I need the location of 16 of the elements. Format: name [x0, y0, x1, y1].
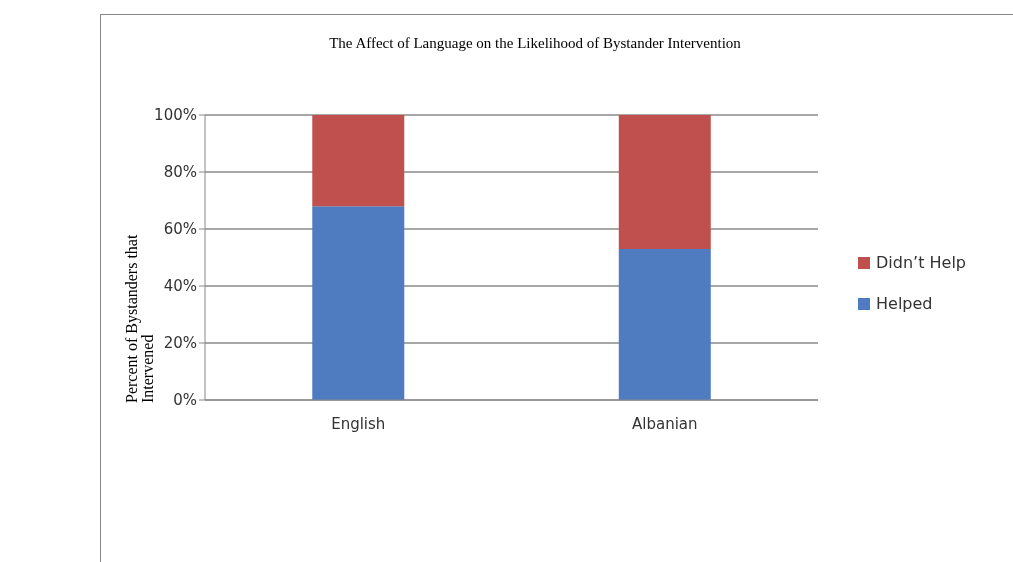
y-tick-label: 40% — [163, 277, 197, 296]
bar — [312, 206, 405, 400]
y-tick-label: 0% — [173, 391, 197, 410]
y-tick-label: 20% — [163, 334, 197, 353]
y-axis-title: Percent of Bystanders that Intervened — [123, 234, 157, 403]
bar — [618, 115, 711, 249]
bar — [312, 115, 405, 207]
legend-label: Helped — [876, 294, 933, 313]
chart-title: The Affect of Language on the Likelihood of Bystander Intervention — [329, 35, 742, 51]
bar — [618, 248, 711, 400]
x-tick-label: Albanian — [631, 414, 698, 433]
legend-label: Didn’t Help — [876, 253, 966, 272]
y-tick-label: 60% — [163, 220, 197, 239]
y-tick-label: 100% — [154, 106, 197, 125]
x-tick-label: English — [331, 414, 386, 433]
y-tick-label: 80% — [163, 163, 197, 182]
